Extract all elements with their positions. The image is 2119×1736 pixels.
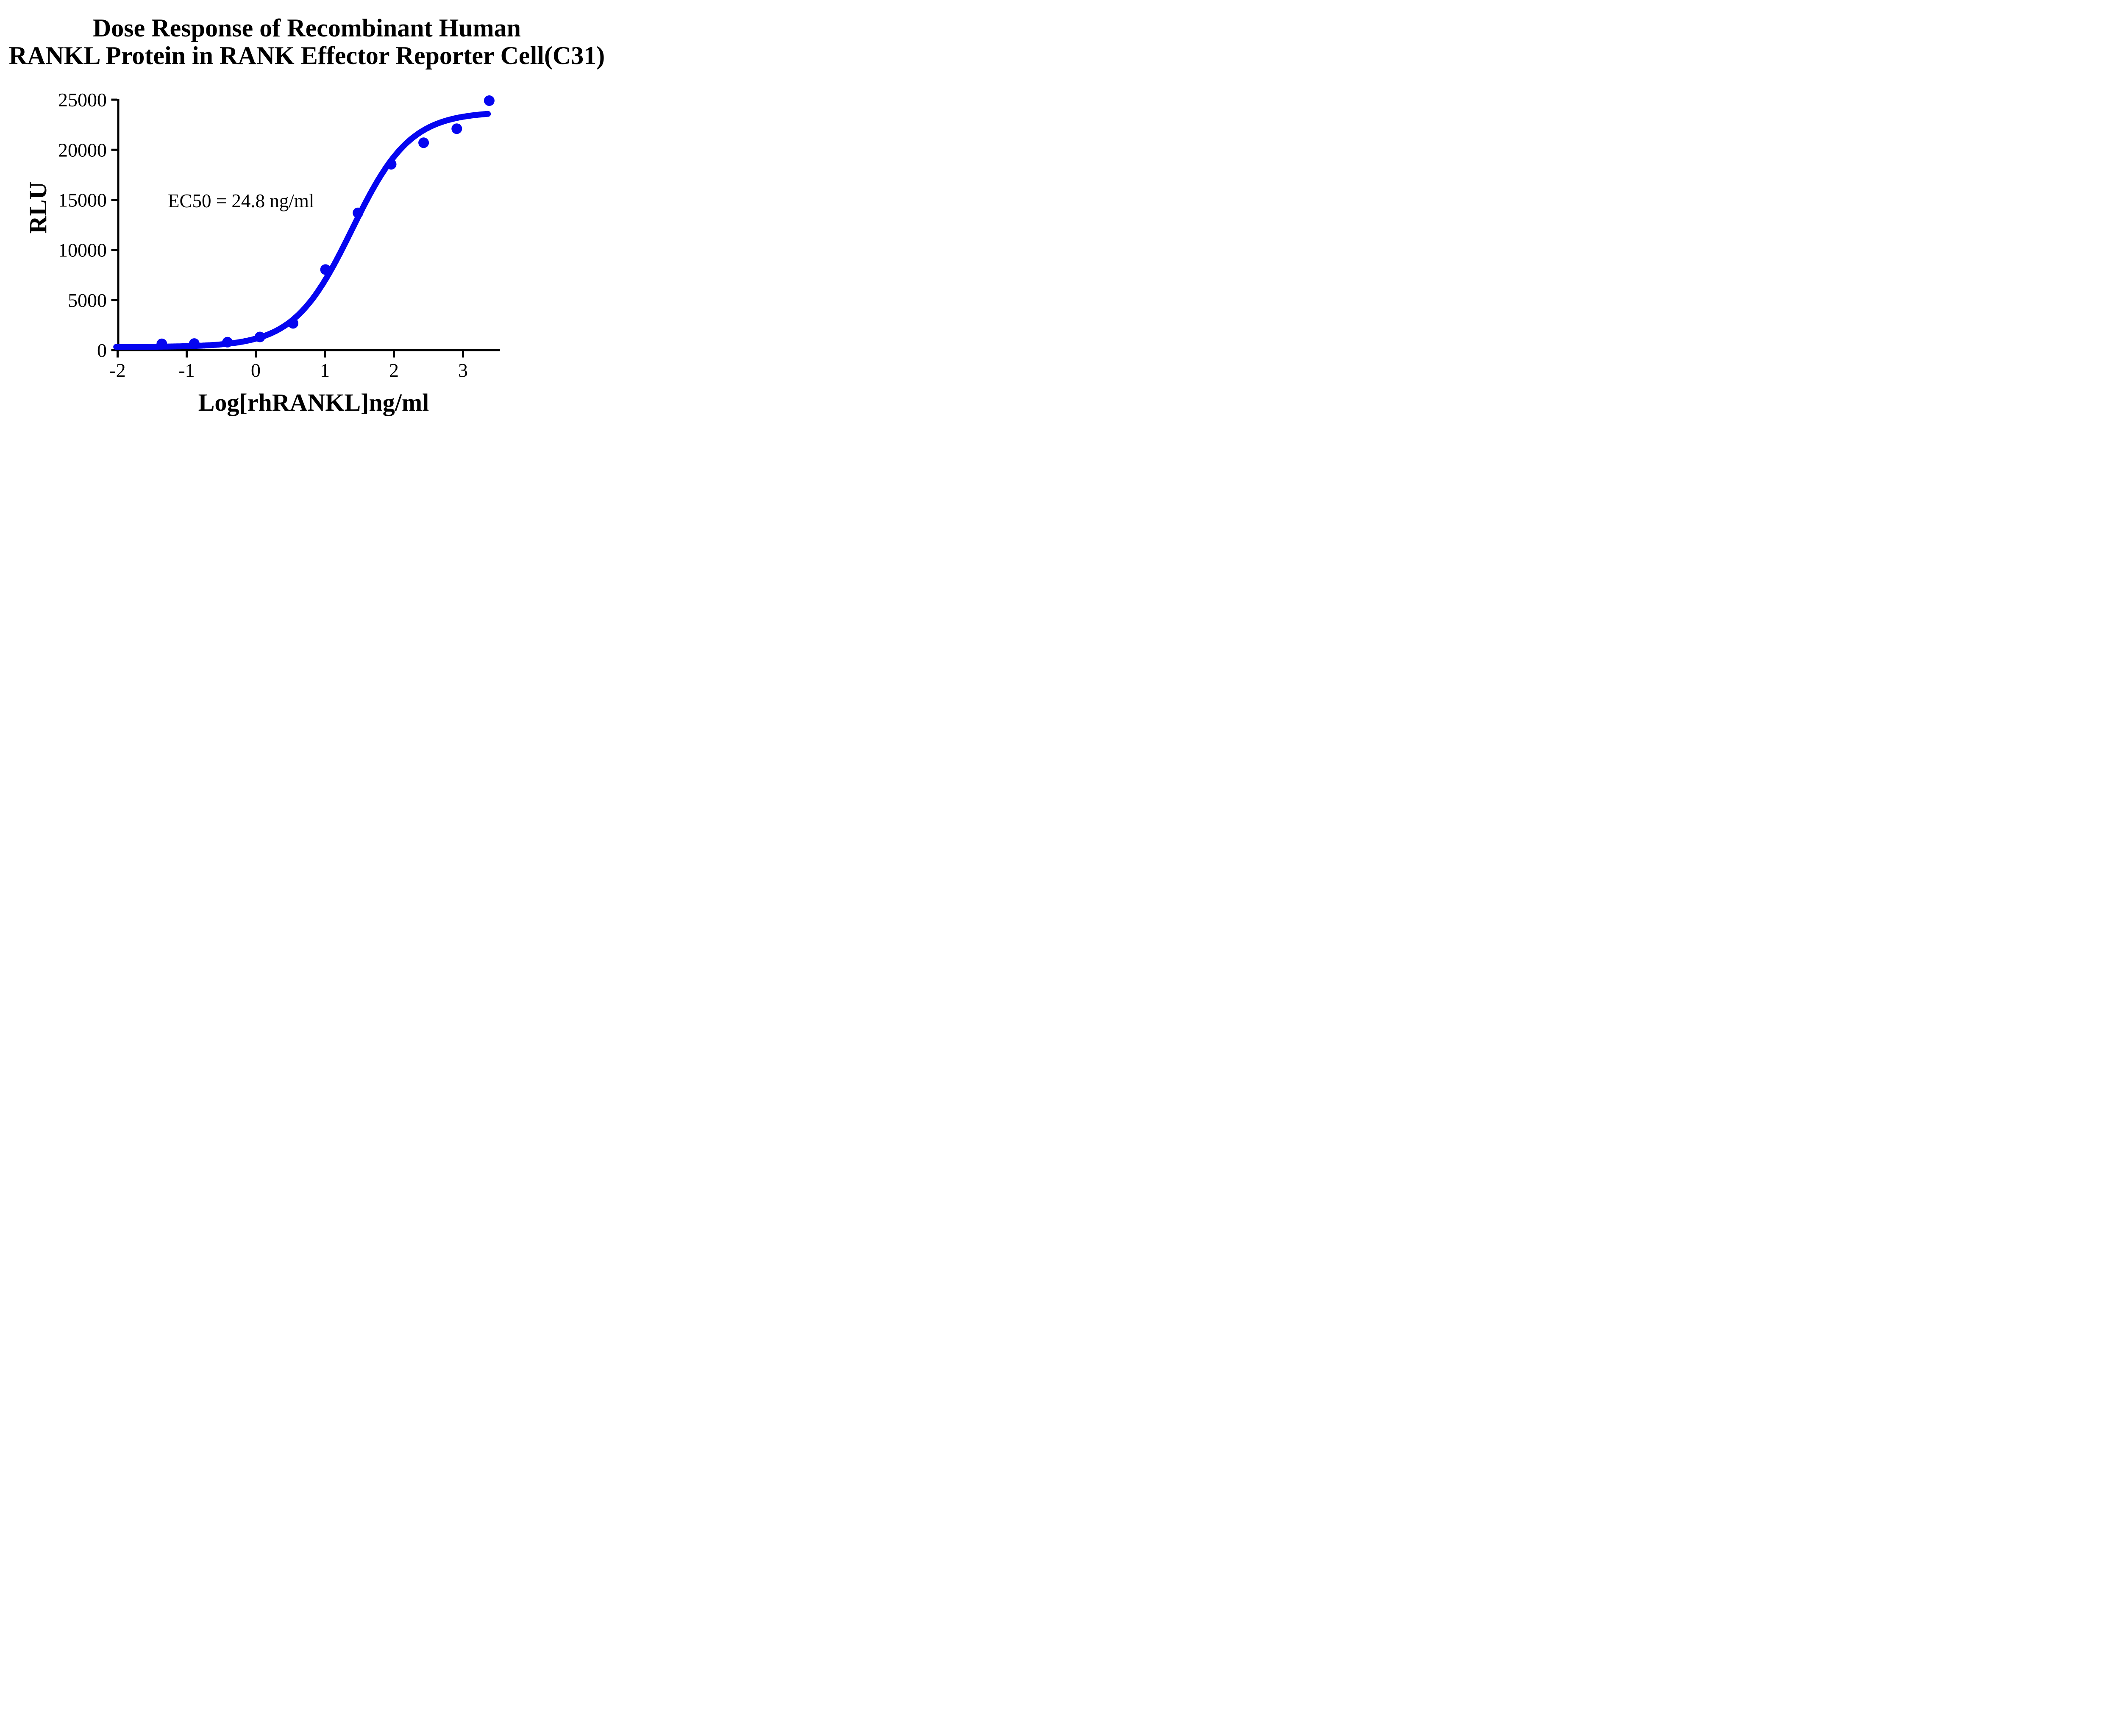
data-point xyxy=(254,331,265,342)
y-tick xyxy=(111,148,117,151)
x-tick xyxy=(393,351,395,358)
data-point xyxy=(418,137,429,148)
x-tick xyxy=(462,351,464,358)
chart-title-line1: Dose Response of Recombinant Human xyxy=(92,14,521,42)
data-point xyxy=(156,338,167,349)
plot-area: 0 5000 10000 15000 20000 25000 -2 -1 0 1 2 3 xyxy=(58,89,500,381)
data-point xyxy=(189,338,200,349)
chart-title: Dose Response of Recombinant Human RANKL… xyxy=(0,14,614,70)
x-tick-label: 2 xyxy=(389,359,399,381)
y-tick xyxy=(111,249,117,251)
y-tick xyxy=(111,349,117,351)
x-tick-label: 3 xyxy=(458,359,468,381)
y-tick-label: 10000 xyxy=(58,239,107,261)
x-axis-title: Log[rhRANKL]ng/ml xyxy=(198,389,429,416)
y-axis-spine xyxy=(117,99,120,351)
y-tick-label: 15000 xyxy=(58,189,107,211)
y-tick-label: 20000 xyxy=(58,139,107,161)
data-point xyxy=(484,95,495,106)
x-tick-label: -2 xyxy=(109,359,125,381)
chart-figure: Dose Response of Recombinant Human RANKL… xyxy=(0,0,614,434)
x-axis-spine xyxy=(117,349,500,351)
x-tick-label: 0 xyxy=(251,359,261,381)
x-tick xyxy=(324,351,326,358)
data-point xyxy=(451,123,462,134)
ec50-annotation: EC50 = 24.8 ng/ml xyxy=(168,190,314,211)
x-tick-label: -1 xyxy=(178,359,195,381)
x-tick xyxy=(255,351,257,358)
data-point xyxy=(288,318,298,329)
fit-curve xyxy=(113,111,491,350)
chart-title-line2: RANKL Protein in RANK Effector Reporter … xyxy=(8,42,605,70)
x-tick xyxy=(186,351,188,358)
y-tick-label: 0 xyxy=(97,339,107,361)
x-tick xyxy=(117,351,119,358)
data-point xyxy=(386,159,397,170)
y-tick-label: 5000 xyxy=(68,289,107,311)
x-tick-label: 1 xyxy=(320,359,330,381)
data-point xyxy=(320,264,331,275)
y-tick xyxy=(111,299,117,301)
data-point xyxy=(353,207,364,218)
y-tick xyxy=(111,198,117,201)
y-tick xyxy=(111,98,117,101)
y-tick-label: 25000 xyxy=(58,89,107,111)
data-point xyxy=(222,337,233,348)
